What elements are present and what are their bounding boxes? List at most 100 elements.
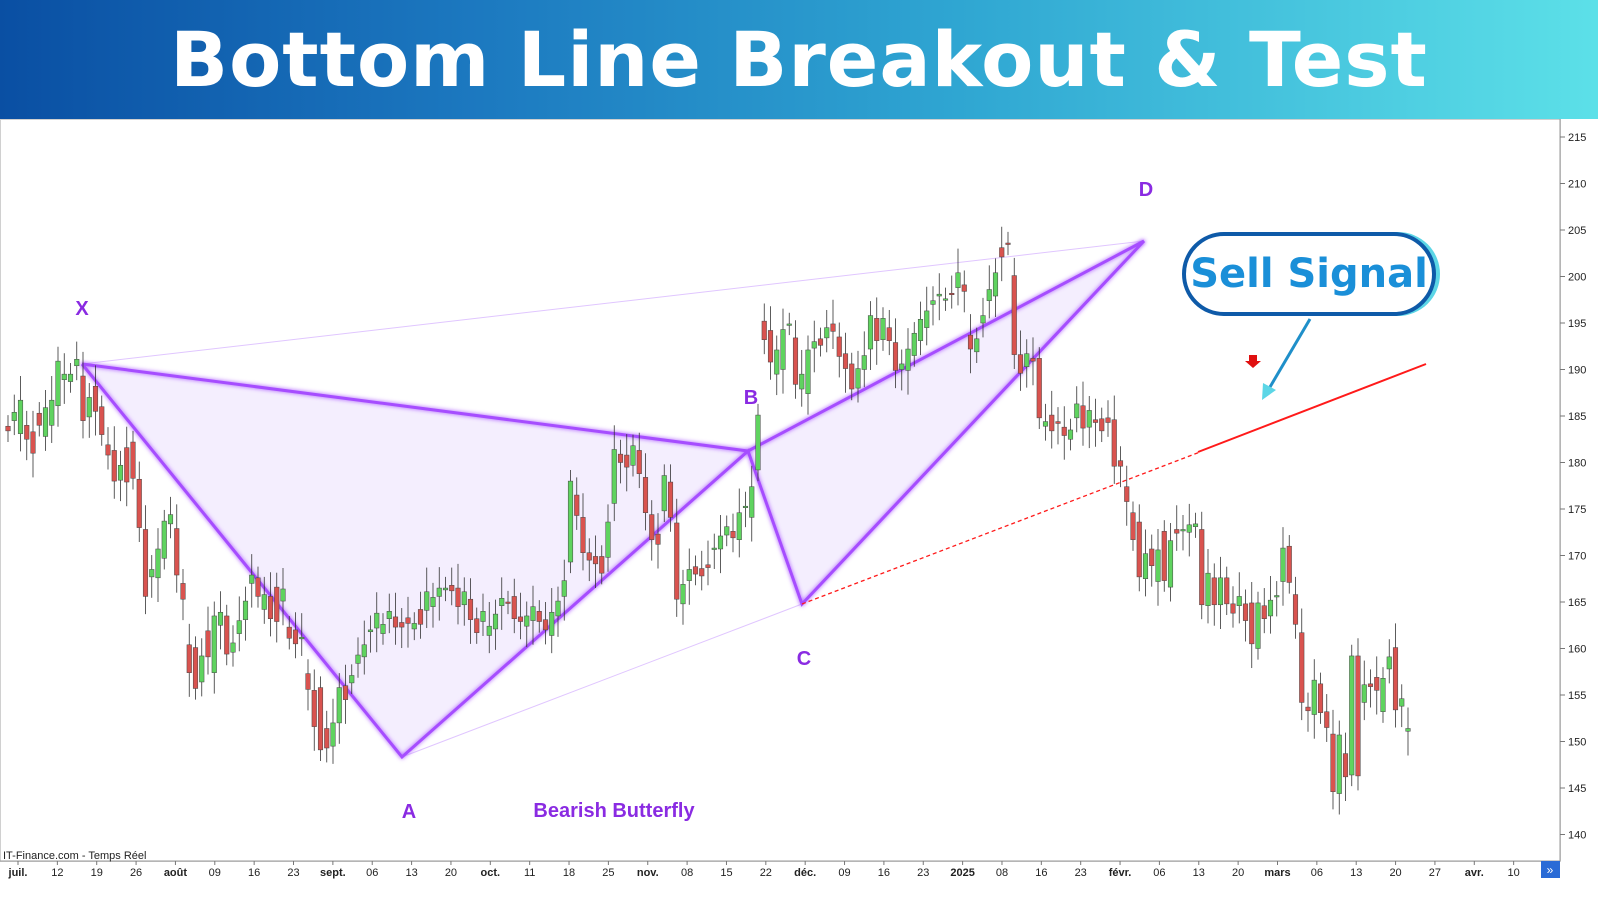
candle-body-up <box>1280 547 1286 582</box>
candle <box>624 434 630 492</box>
point-b-label: B <box>744 387 758 409</box>
x-tick-label: 13 <box>405 867 417 879</box>
candle <box>180 568 186 621</box>
candle <box>749 465 755 542</box>
point-c-label: C <box>797 648 811 670</box>
candle-body-down <box>1317 683 1324 713</box>
candle-body-down <box>542 619 549 631</box>
candle-body-down <box>136 478 142 528</box>
pattern-bcd-fill <box>748 241 1144 604</box>
candle-body-down <box>205 630 211 658</box>
candle-body-up <box>711 547 717 550</box>
candle-body-down <box>792 337 799 385</box>
candle <box>892 318 899 389</box>
candle-body-up <box>861 355 867 370</box>
candle-body-down <box>111 450 117 482</box>
candle <box>886 309 892 356</box>
candle-body-down <box>1211 577 1217 606</box>
point-x-label: X <box>75 298 89 320</box>
candle-body-up <box>986 289 992 301</box>
candle-body-up <box>1399 698 1405 707</box>
signal-pointer-arrowhead-icon <box>1262 383 1276 400</box>
candle-body-down <box>1286 545 1292 583</box>
candle-body-down <box>1374 677 1380 691</box>
candle-body-down <box>874 318 880 341</box>
candle <box>755 403 761 482</box>
candle <box>1092 398 1099 447</box>
x-tick-label: 08 <box>681 867 693 879</box>
candle-body-up <box>461 591 467 606</box>
x-tick-label: 19 <box>91 867 103 879</box>
x-tick-label: nov. <box>637 867 659 879</box>
candle-body-down <box>324 728 330 749</box>
candle-body-down <box>586 552 592 561</box>
candle <box>267 572 274 637</box>
candle-body-down <box>1017 354 1024 374</box>
x-tick-label: 08 <box>996 867 1008 879</box>
candle-body-up <box>755 414 761 471</box>
candle-body-up <box>330 722 336 747</box>
candle <box>899 349 905 391</box>
candle <box>730 513 736 553</box>
candle-body-up <box>924 310 930 328</box>
candle <box>717 515 724 574</box>
candle <box>286 615 292 650</box>
candle-body-down <box>1099 418 1105 432</box>
candle-body-down <box>286 626 292 639</box>
candle <box>249 554 255 608</box>
candle-body-up <box>1186 524 1192 533</box>
candle-body-down <box>1249 602 1255 645</box>
candle <box>1392 623 1399 728</box>
candle <box>1055 407 1061 445</box>
candle-body-up <box>1205 572 1211 606</box>
candle-body-down <box>449 585 455 592</box>
candle <box>461 577 467 626</box>
candle <box>255 566 261 608</box>
candle <box>1336 720 1342 815</box>
pattern-ac-line <box>401 603 803 758</box>
candle-body-up <box>424 591 430 611</box>
candle <box>655 513 661 569</box>
candle-body-up <box>567 480 574 563</box>
point-d-label: D <box>1139 179 1153 201</box>
candle <box>436 567 442 621</box>
candle-body-down <box>642 477 649 513</box>
candle-body-up <box>1349 655 1355 776</box>
candle-body-down <box>536 611 542 622</box>
candle-body-up <box>686 569 692 581</box>
candle <box>142 505 149 615</box>
candle-body-up <box>380 624 386 634</box>
x-tick-label: 09 <box>838 867 850 879</box>
candle-body-down <box>99 406 105 435</box>
candle <box>1236 572 1242 624</box>
candle <box>524 601 530 648</box>
candle <box>342 664 349 724</box>
candle <box>1230 586 1236 628</box>
candle-body-up <box>480 611 486 622</box>
candle <box>174 504 180 593</box>
candle-body-up <box>661 475 667 512</box>
x-tick-label: 06 <box>1311 867 1323 879</box>
candle-body-down <box>417 609 424 625</box>
candle <box>1242 589 1249 642</box>
candle <box>842 332 849 393</box>
candle <box>205 606 211 675</box>
candle <box>1017 330 1024 391</box>
candle <box>199 638 205 697</box>
scroll-right-button[interactable] <box>1541 861 1560 878</box>
candle <box>592 535 599 589</box>
candle <box>1224 566 1230 616</box>
candle <box>1380 667 1386 723</box>
signal-pointer-line <box>1268 318 1312 388</box>
bottom-line-dashed <box>801 451 1201 605</box>
source-label: IT-Finance.com - Temps Réel <box>3 850 146 862</box>
candle-body-down <box>836 336 842 357</box>
candle-body-up <box>1074 403 1080 419</box>
candle <box>799 349 805 407</box>
candle <box>617 439 624 484</box>
candle <box>130 430 136 490</box>
x-tick-label: 15 <box>720 867 732 879</box>
candle-body-down <box>967 334 974 350</box>
candle <box>236 596 242 652</box>
candle <box>399 608 405 649</box>
